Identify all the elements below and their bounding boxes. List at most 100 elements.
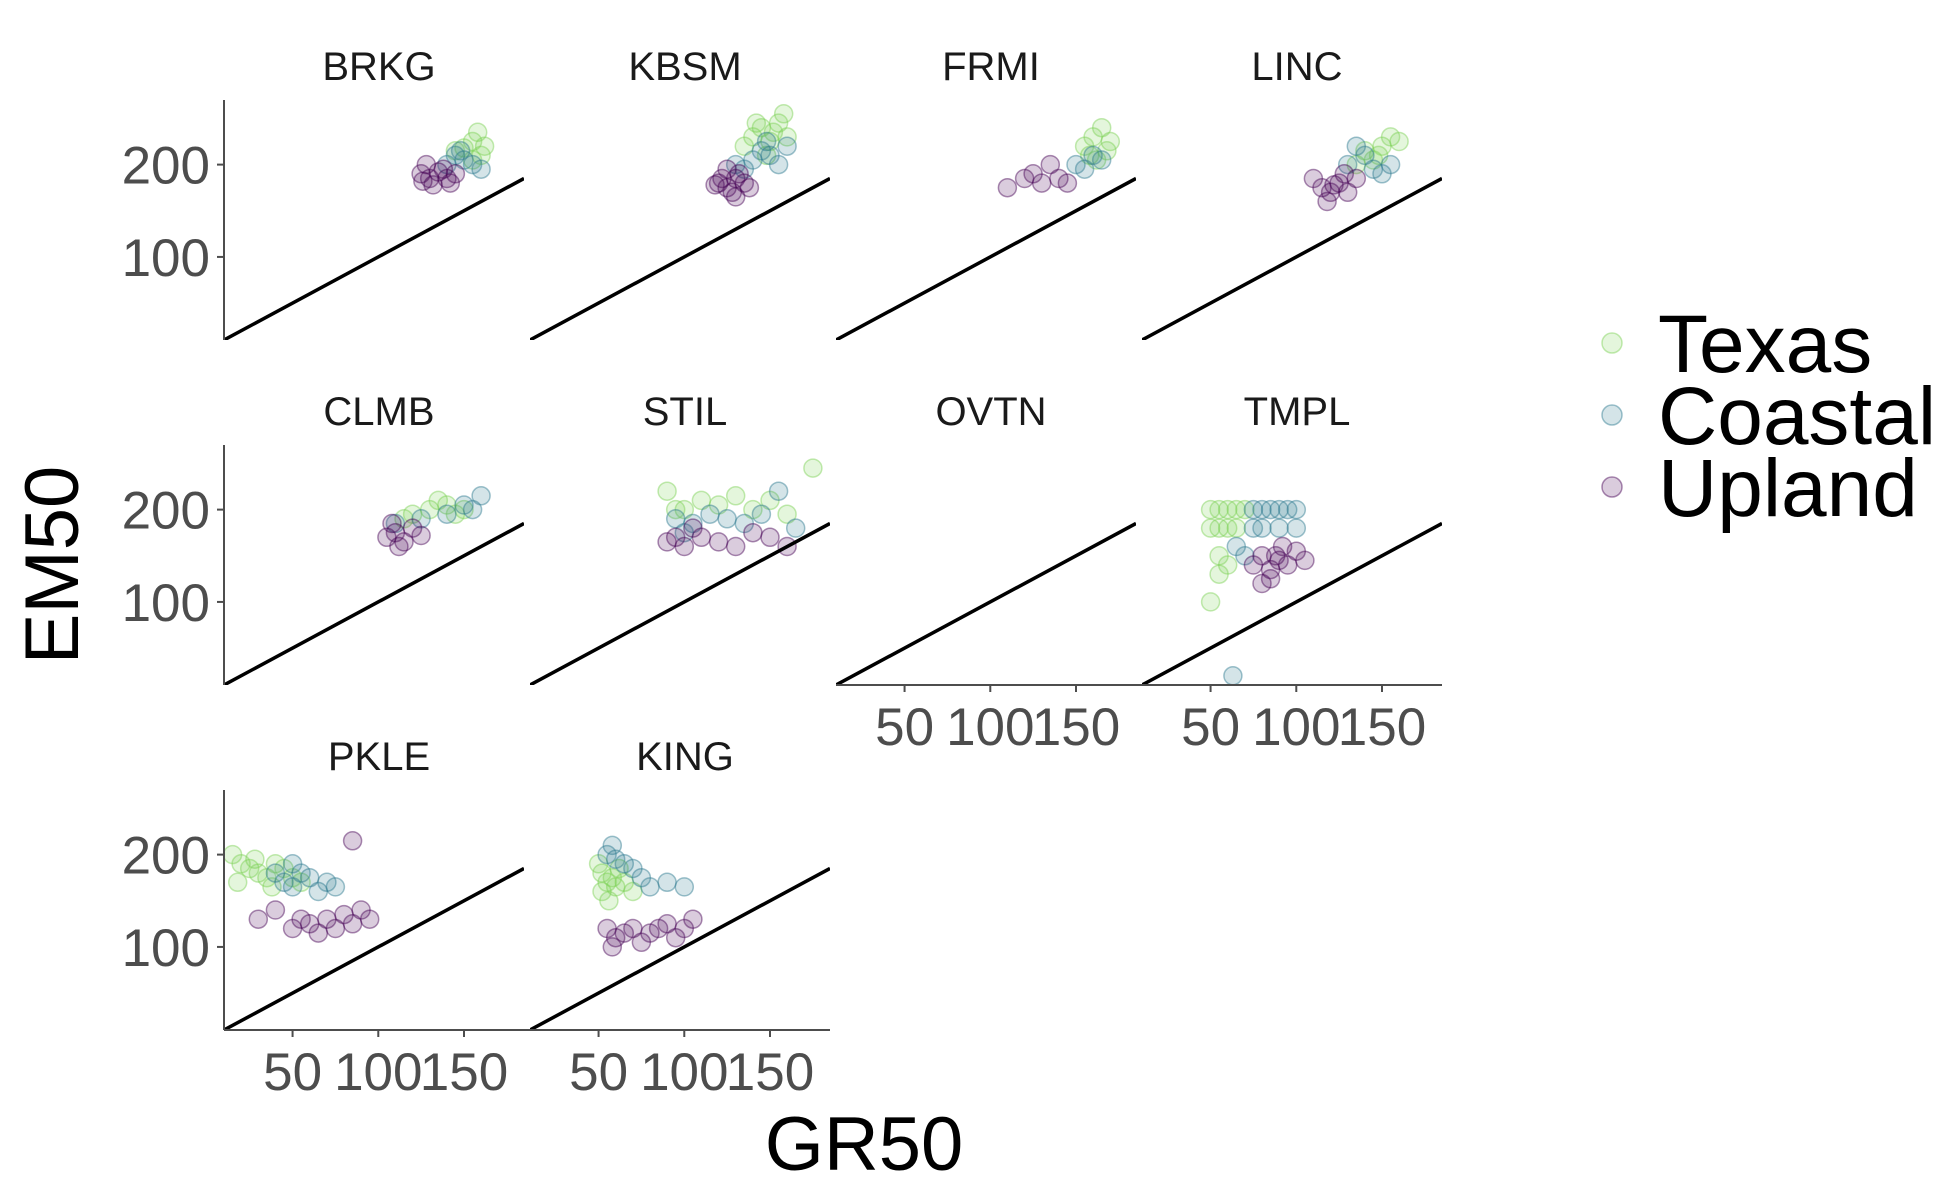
facet-title: STIL <box>643 390 727 434</box>
data-point-coastal <box>265 863 286 883</box>
data-point-upland <box>1312 177 1332 198</box>
data-point-coastal <box>725 154 746 175</box>
data-point-texas <box>734 136 755 156</box>
data-point-coastal <box>1243 518 1264 538</box>
data-point-upland <box>725 168 746 189</box>
data-point-upland <box>605 927 626 948</box>
data-point-coastal <box>657 872 677 893</box>
data-point-texas <box>763 122 784 143</box>
data-point-coastal <box>777 136 797 156</box>
data-point-texas <box>768 113 789 133</box>
data-point-upland <box>1049 168 1069 189</box>
data-point-upland <box>325 918 346 939</box>
data-point-coastal <box>1372 164 1392 184</box>
data-point-upland <box>614 923 635 943</box>
y-tick-label: 200 <box>122 827 210 886</box>
data-point-texas <box>1209 499 1229 520</box>
data-point-upland <box>440 173 461 193</box>
data-point-upland <box>1286 541 1307 561</box>
data-point-coastal <box>308 881 329 902</box>
data-point-coastal <box>437 504 457 524</box>
data-point-texas <box>602 867 623 888</box>
data-point-texas <box>1346 154 1367 175</box>
data-point-texas <box>773 104 794 124</box>
data-point-texas <box>623 881 643 902</box>
data-point-upland <box>1295 550 1315 571</box>
data-point-texas <box>1380 127 1401 147</box>
data-point-coastal <box>317 872 337 893</box>
data-point-coastal <box>1363 159 1384 179</box>
data-point-coastal <box>471 486 491 506</box>
data-point-upland <box>445 164 466 184</box>
data-point-upland <box>597 918 617 939</box>
data-point-upland <box>1303 168 1324 189</box>
data-point-upland <box>1252 573 1272 594</box>
data-point-coastal <box>291 863 311 883</box>
data-point-upland <box>317 909 337 929</box>
facet-title: KBSM <box>628 45 741 89</box>
data-point-texas <box>1226 518 1247 538</box>
data-point-coastal <box>665 509 686 529</box>
data-point-coastal <box>602 835 623 856</box>
facet-plot-area <box>530 458 830 685</box>
data-point-upland <box>1023 164 1043 184</box>
data-point-upland <box>725 536 746 557</box>
data-point-coastal <box>1235 546 1255 566</box>
facet-panel-frmi: FRMI <box>836 45 1136 340</box>
x-tick-label: 100 <box>946 698 1034 757</box>
y-tick-label: 100 <box>122 229 210 288</box>
data-point-upland <box>739 177 760 198</box>
data-point-texas <box>265 854 286 874</box>
data-point-texas <box>471 145 491 166</box>
data-point-texas <box>445 504 466 524</box>
data-point-upland <box>389 536 409 557</box>
facet-plot-area <box>530 835 830 1030</box>
data-point-upland <box>631 932 652 953</box>
legend-label-upland: Upland <box>1658 443 1918 534</box>
data-point-upland <box>1260 559 1281 580</box>
data-point-texas <box>1217 499 1238 520</box>
data-point-texas <box>224 844 243 865</box>
data-point-texas <box>665 499 686 520</box>
data-point-coastal <box>1380 154 1401 175</box>
data-point-upland <box>416 154 437 175</box>
facet-plot-area <box>224 122 524 340</box>
data-point-upland <box>708 173 729 193</box>
data-point-coastal <box>325 877 346 897</box>
data-point-texas <box>445 141 466 161</box>
data-point-texas <box>751 117 772 138</box>
data-point-upland <box>674 918 695 939</box>
facet-plot-area <box>224 831 524 1030</box>
data-point-upland <box>665 527 686 548</box>
data-point-texas <box>257 867 277 888</box>
reference-line <box>530 521 830 685</box>
data-point-coastal <box>471 159 491 179</box>
data-point-upland <box>683 909 703 929</box>
facet-title: KING <box>636 735 734 779</box>
data-point-coastal <box>1226 536 1247 557</box>
data-point-texas <box>592 881 612 902</box>
x-tick-label: 100 <box>1252 698 1340 757</box>
data-point-texas <box>708 495 729 515</box>
reference-line <box>1142 176 1442 340</box>
data-point-upland <box>712 168 732 189</box>
facet-panel-kbsm: KBSM <box>530 45 830 340</box>
data-point-coastal <box>1355 145 1375 166</box>
x-tick-label: 50 <box>263 1043 322 1102</box>
data-point-upland <box>423 175 443 195</box>
data-point-texas <box>597 872 617 893</box>
reference-line <box>224 521 524 685</box>
data-point-upland <box>437 168 457 189</box>
data-point-upland <box>674 536 695 557</box>
data-point-texas <box>454 499 474 520</box>
data-point-coastal <box>445 145 466 166</box>
facet-title: LINC <box>1251 45 1342 89</box>
data-point-texas <box>1389 131 1409 152</box>
facet-panel-brkg: BRKG 100 200 <box>122 45 524 340</box>
data-point-upland <box>382 513 402 534</box>
data-point-upland <box>722 182 743 203</box>
data-point-upland <box>1320 182 1341 203</box>
data-point-upland <box>1265 546 1286 566</box>
